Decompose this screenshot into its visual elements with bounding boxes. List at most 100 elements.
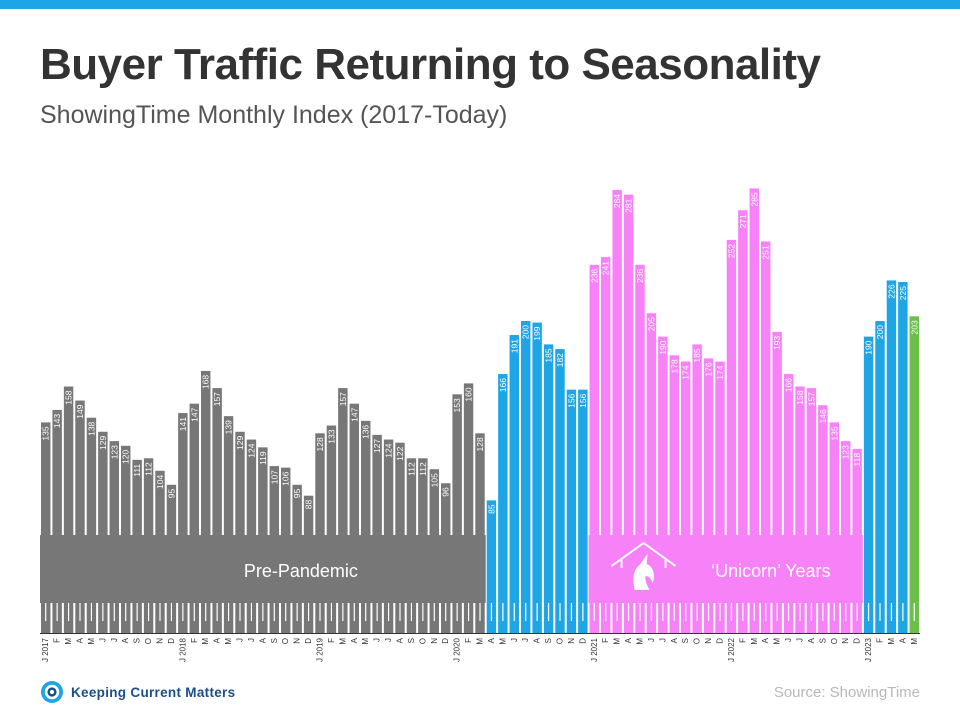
bar: [178, 413, 188, 633]
x-tick-label: A: [76, 637, 85, 643]
data-label: 133: [326, 429, 336, 443]
data-label: 112: [144, 462, 154, 476]
x-tick-label: N: [841, 638, 850, 644]
x-tick-label: J: [784, 638, 793, 642]
x-tick-label: O: [693, 638, 702, 644]
data-label: 128: [475, 437, 485, 451]
data-label: 157: [212, 392, 222, 406]
bar: [98, 431, 108, 633]
unicorn-house-icon: [610, 542, 677, 590]
period-band: [588, 535, 863, 603]
bar: [692, 344, 702, 633]
period-band: [40, 535, 486, 603]
bar: [681, 361, 691, 633]
data-label: 158: [795, 390, 805, 404]
data-label: 135: [41, 426, 51, 440]
bar: [543, 344, 554, 633]
bar: [589, 264, 599, 633]
x-tick-label: J 2021: [590, 637, 599, 662]
data-label: 281: [624, 198, 634, 212]
data-label: 156: [578, 393, 588, 407]
x-tick-label: F: [190, 638, 199, 643]
data-label: 118: [852, 453, 862, 467]
bar: [52, 409, 62, 633]
data-label: 191: [509, 339, 519, 353]
x-tick-label: A: [807, 637, 816, 643]
bar: [326, 425, 337, 633]
data-label: 205: [646, 317, 656, 331]
bar: [886, 280, 897, 633]
data-label: 120: [121, 450, 131, 464]
x-tick-label: J: [98, 638, 107, 642]
data-label: 185: [692, 348, 702, 362]
data-label: 112: [418, 462, 428, 476]
x-tick-label: S: [270, 638, 279, 643]
x-tick-label: O: [281, 638, 290, 644]
data-label: 225: [898, 286, 908, 300]
top-accent-bar: [0, 0, 960, 9]
bar: [898, 282, 908, 633]
x-tick-label: F: [876, 638, 885, 643]
x-tick-label: O: [418, 638, 427, 644]
x-tick-label: S: [544, 638, 553, 643]
bar: [372, 434, 382, 633]
data-label: 123: [841, 445, 851, 459]
bar: [509, 335, 519, 633]
data-label: 241: [601, 261, 611, 275]
x-tick-label: A: [258, 637, 267, 643]
data-label: 193: [772, 336, 782, 350]
x-tick-label: M: [613, 638, 622, 645]
data-label: 147: [349, 407, 359, 421]
data-label: 182: [555, 353, 565, 367]
data-label: 168: [201, 375, 211, 389]
data-label: 106: [281, 471, 291, 485]
x-tick-label: M: [338, 638, 347, 645]
bar: [201, 370, 211, 633]
data-label: 252: [726, 244, 736, 258]
bar: [601, 257, 611, 633]
bar: [623, 194, 634, 633]
x-tick-label: S: [818, 638, 827, 643]
x-tick-label: S: [407, 638, 416, 643]
x-tick-label: M: [201, 638, 210, 645]
data-label: 123: [109, 445, 119, 459]
x-tick-label: D: [167, 638, 176, 644]
bar: [349, 403, 359, 633]
x-tick-label: A: [761, 637, 770, 643]
x-tick-label: F: [464, 638, 473, 643]
data-label: 271: [738, 214, 748, 228]
bar: [726, 239, 737, 633]
bar: [783, 374, 794, 633]
bar: [612, 189, 622, 633]
bar: [63, 386, 74, 633]
bar: [475, 433, 485, 633]
x-tick-label: J: [647, 638, 656, 642]
x-tick-label: J: [110, 638, 119, 642]
data-label: 160: [464, 387, 474, 401]
x-tick-label: N: [430, 638, 439, 644]
bar: [658, 336, 668, 633]
data-label: 236: [589, 269, 599, 283]
x-tick-label: J 2022: [727, 637, 736, 662]
data-label: 122: [395, 446, 405, 460]
x-tick-label: O: [144, 638, 153, 644]
bar: [223, 416, 234, 633]
bar: [315, 433, 325, 633]
bar: [772, 331, 782, 633]
x-tick-label: J: [521, 638, 530, 642]
bar: [818, 405, 828, 633]
bar: [715, 361, 725, 633]
x-tick-label: J: [373, 638, 382, 642]
data-label: 124: [246, 443, 256, 457]
x-tick-label: N: [567, 638, 576, 644]
data-label: 104: [155, 474, 165, 488]
kcm-logo-icon: [41, 681, 63, 703]
x-tick-label: J: [236, 638, 245, 642]
bar: [795, 386, 805, 633]
data-label: 166: [784, 378, 794, 392]
data-label: 190: [658, 340, 668, 354]
x-tick-label: A: [487, 637, 496, 643]
x-tick-label: O: [556, 638, 565, 644]
data-label: 226: [886, 284, 896, 298]
bar: [703, 358, 714, 633]
